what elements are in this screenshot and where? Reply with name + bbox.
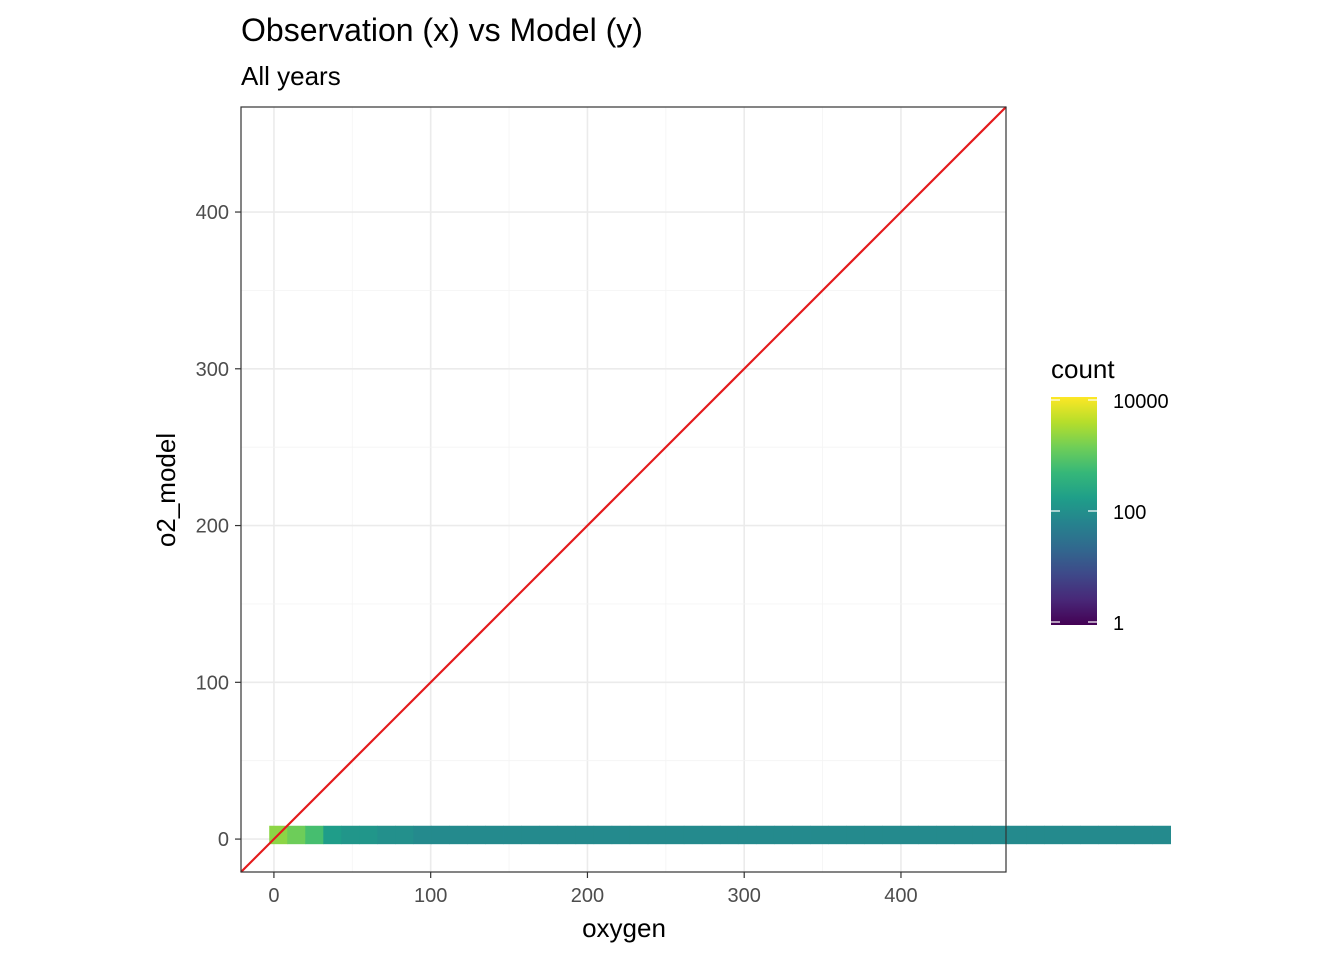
y-tick-label: 200 bbox=[196, 516, 229, 538]
heatmap-bin bbox=[918, 825, 937, 845]
heatmap-bin bbox=[1026, 825, 1045, 845]
heatmap-bin bbox=[413, 825, 432, 845]
heatmap-bin bbox=[647, 825, 667, 845]
legend-tick-label: 1 bbox=[1113, 613, 1124, 635]
x-tick-label: 100 bbox=[414, 885, 447, 907]
legend-title: count bbox=[1051, 354, 1115, 384]
heatmap-bin bbox=[305, 825, 324, 845]
heatmap-bin bbox=[1116, 825, 1135, 845]
heatmap-bin bbox=[665, 825, 685, 845]
heatmap-bin bbox=[846, 825, 865, 845]
y-tick-label: 0 bbox=[218, 829, 229, 851]
heatmap-bin bbox=[990, 825, 1009, 845]
y-axis: 0 100 200 300 400 bbox=[196, 202, 241, 851]
heatmap-bin bbox=[1044, 825, 1063, 845]
heatmap-bin bbox=[287, 825, 306, 845]
heatmap-bin bbox=[719, 825, 739, 845]
heatmap-bin bbox=[773, 825, 793, 845]
heatmap-bin bbox=[828, 825, 847, 845]
heatmap-bin bbox=[323, 825, 342, 845]
heatmap-bin bbox=[882, 825, 901, 845]
heatmap-bins bbox=[269, 825, 1172, 845]
heatmap-bin bbox=[1008, 825, 1027, 845]
heatmap-bin bbox=[593, 825, 613, 845]
y-tick-label: 100 bbox=[196, 672, 229, 694]
legend-ticks: 1 100 10000 bbox=[1051, 391, 1169, 635]
heatmap-bin bbox=[755, 825, 775, 845]
x-tick-label: 0 bbox=[268, 885, 279, 907]
heatmap-bin bbox=[431, 825, 450, 845]
color-legend: count 1 100 10000 bbox=[1051, 354, 1169, 635]
legend-tick-label: 100 bbox=[1113, 502, 1146, 524]
heatmap-bin bbox=[467, 825, 486, 845]
heatmap-bin bbox=[485, 825, 504, 845]
heatmap-bin bbox=[1098, 825, 1117, 845]
x-axis-label: oxygen bbox=[582, 913, 666, 943]
y-tick-label: 300 bbox=[196, 359, 229, 381]
heatmap-bin bbox=[810, 825, 829, 845]
x-axis: 0 100 200 300 400 bbox=[268, 872, 918, 907]
heatmap-bin bbox=[377, 825, 396, 845]
heatmap-bin bbox=[683, 825, 703, 845]
heatmap-bin bbox=[503, 825, 523, 845]
heatmap-bin bbox=[521, 825, 541, 845]
heatmap-bin bbox=[972, 825, 991, 845]
chart-title: Observation (x) vs Model (y) bbox=[241, 12, 643, 48]
heatmap-bin bbox=[1134, 825, 1153, 845]
chart-subtitle: All years bbox=[241, 61, 341, 91]
heatmap-bin bbox=[900, 825, 919, 845]
heatmap-bin bbox=[1062, 825, 1081, 845]
heatmap-bin bbox=[449, 825, 468, 845]
heatmap-bin bbox=[395, 825, 414, 845]
plot-panel-border bbox=[240, 106, 1007, 873]
heatmap-bin bbox=[954, 825, 973, 845]
heatmap-bin bbox=[341, 825, 360, 845]
heatmap-bin bbox=[359, 825, 378, 845]
x-tick-label: 200 bbox=[571, 885, 604, 907]
heatmap-bin bbox=[575, 825, 595, 845]
heatmap-bin bbox=[1152, 825, 1172, 845]
heatmap-bin bbox=[611, 825, 631, 845]
x-tick-label: 300 bbox=[728, 885, 761, 907]
heatmap-bin bbox=[557, 825, 577, 845]
identity-reference-line bbox=[240, 106, 1007, 873]
heatmap-bin bbox=[936, 825, 955, 845]
heatmap-bin bbox=[737, 825, 757, 845]
heatmap-bin bbox=[864, 825, 883, 845]
heatmap-bin bbox=[701, 825, 721, 845]
x-tick-label: 400 bbox=[884, 885, 917, 907]
heatmap-bin bbox=[629, 825, 649, 845]
heatmap-bin bbox=[539, 825, 559, 845]
y-axis-label: o2_model bbox=[151, 433, 181, 547]
heatmap-bin bbox=[792, 825, 811, 845]
legend-tick-label: 10000 bbox=[1113, 391, 1169, 413]
heatmap-bin bbox=[1080, 825, 1099, 845]
y-tick-label: 400 bbox=[196, 202, 229, 224]
